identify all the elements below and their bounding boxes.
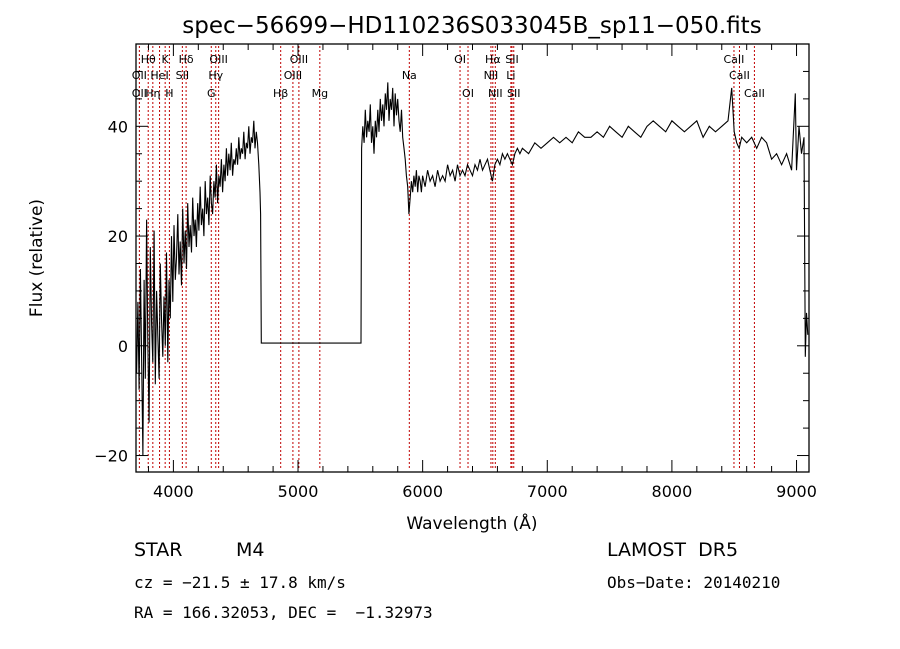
spectral-line-label: SII [176,69,189,82]
x-tick-label: 4000 [153,482,194,501]
y-tick-label: 40 [108,117,128,136]
spectral-line-label: Hγ [208,69,223,82]
spectral-line-label: Li [506,69,515,82]
radial-velocity: cz = −21.5 ± 17.8 km/s [134,573,346,592]
y-axis-label: Flux (relative) [27,199,47,317]
spectral-line-label: OIII [209,53,227,66]
spectral-line-label: OI [462,87,474,100]
spectral-line-label: OIII [290,53,308,66]
spectral-line-label: SII [505,53,518,66]
spectral-line-label: Hβ [273,87,288,100]
spectral-line-label: Hθ [141,53,156,66]
x-tick-label: 6000 [402,482,443,501]
spectral-line-label: SII [507,87,520,100]
spectral-line-label: H [165,87,173,100]
marker-lines [138,46,755,470]
object-type: STAR [134,539,183,561]
spectral-line-label: Mg [312,87,328,100]
spectral-line-label: Hη [145,87,160,100]
spectral-line-label: NII [484,69,499,82]
spectral-line-label: CaII [744,87,765,100]
x-axis: 4000 5000 6000 7000 8000 9000 [147,44,817,501]
subclass: M4 [236,539,265,561]
x-tick-label: 5000 [278,482,319,501]
x-tick-label: 7000 [527,482,568,501]
y-axis: −20 0 20 40 [94,70,809,466]
x-tick-label: 9000 [776,482,817,501]
spectral-line-label: G [207,87,216,100]
obs-date: Obs−Date: 20140210 [607,573,781,592]
spectral-line-label: CaII [729,69,750,82]
y-tick-label: 0 [118,337,128,356]
spectral-line-label: OIII [284,69,302,82]
y-tick-label: 20 [108,227,128,246]
spectral-line-label: CaII [724,53,745,66]
x-axis-label: Wavelength (Å) [406,512,537,534]
spectral-line-label: OI [454,53,466,66]
spectral-line-label: Hα [485,53,501,66]
plot-frame [135,43,810,473]
spectrum-line [136,82,809,456]
y-tick-label: −20 [94,447,128,466]
coordinates: RA = 166.32053, DEC = −1.32973 [134,603,433,622]
spectral-line-label: K [162,53,170,66]
x-tick-label: 8000 [652,482,693,501]
chart-title: spec−56699−HD110236S033045B_sp11−050.fit… [182,13,761,39]
survey-name: LAMOST DR5 [607,539,739,561]
spectral-line-label: HeI [150,69,168,82]
spectral-line-label: NII [488,87,503,100]
spectral-line-label: Hδ [179,53,194,66]
spectral-line-label: Na [402,69,417,82]
